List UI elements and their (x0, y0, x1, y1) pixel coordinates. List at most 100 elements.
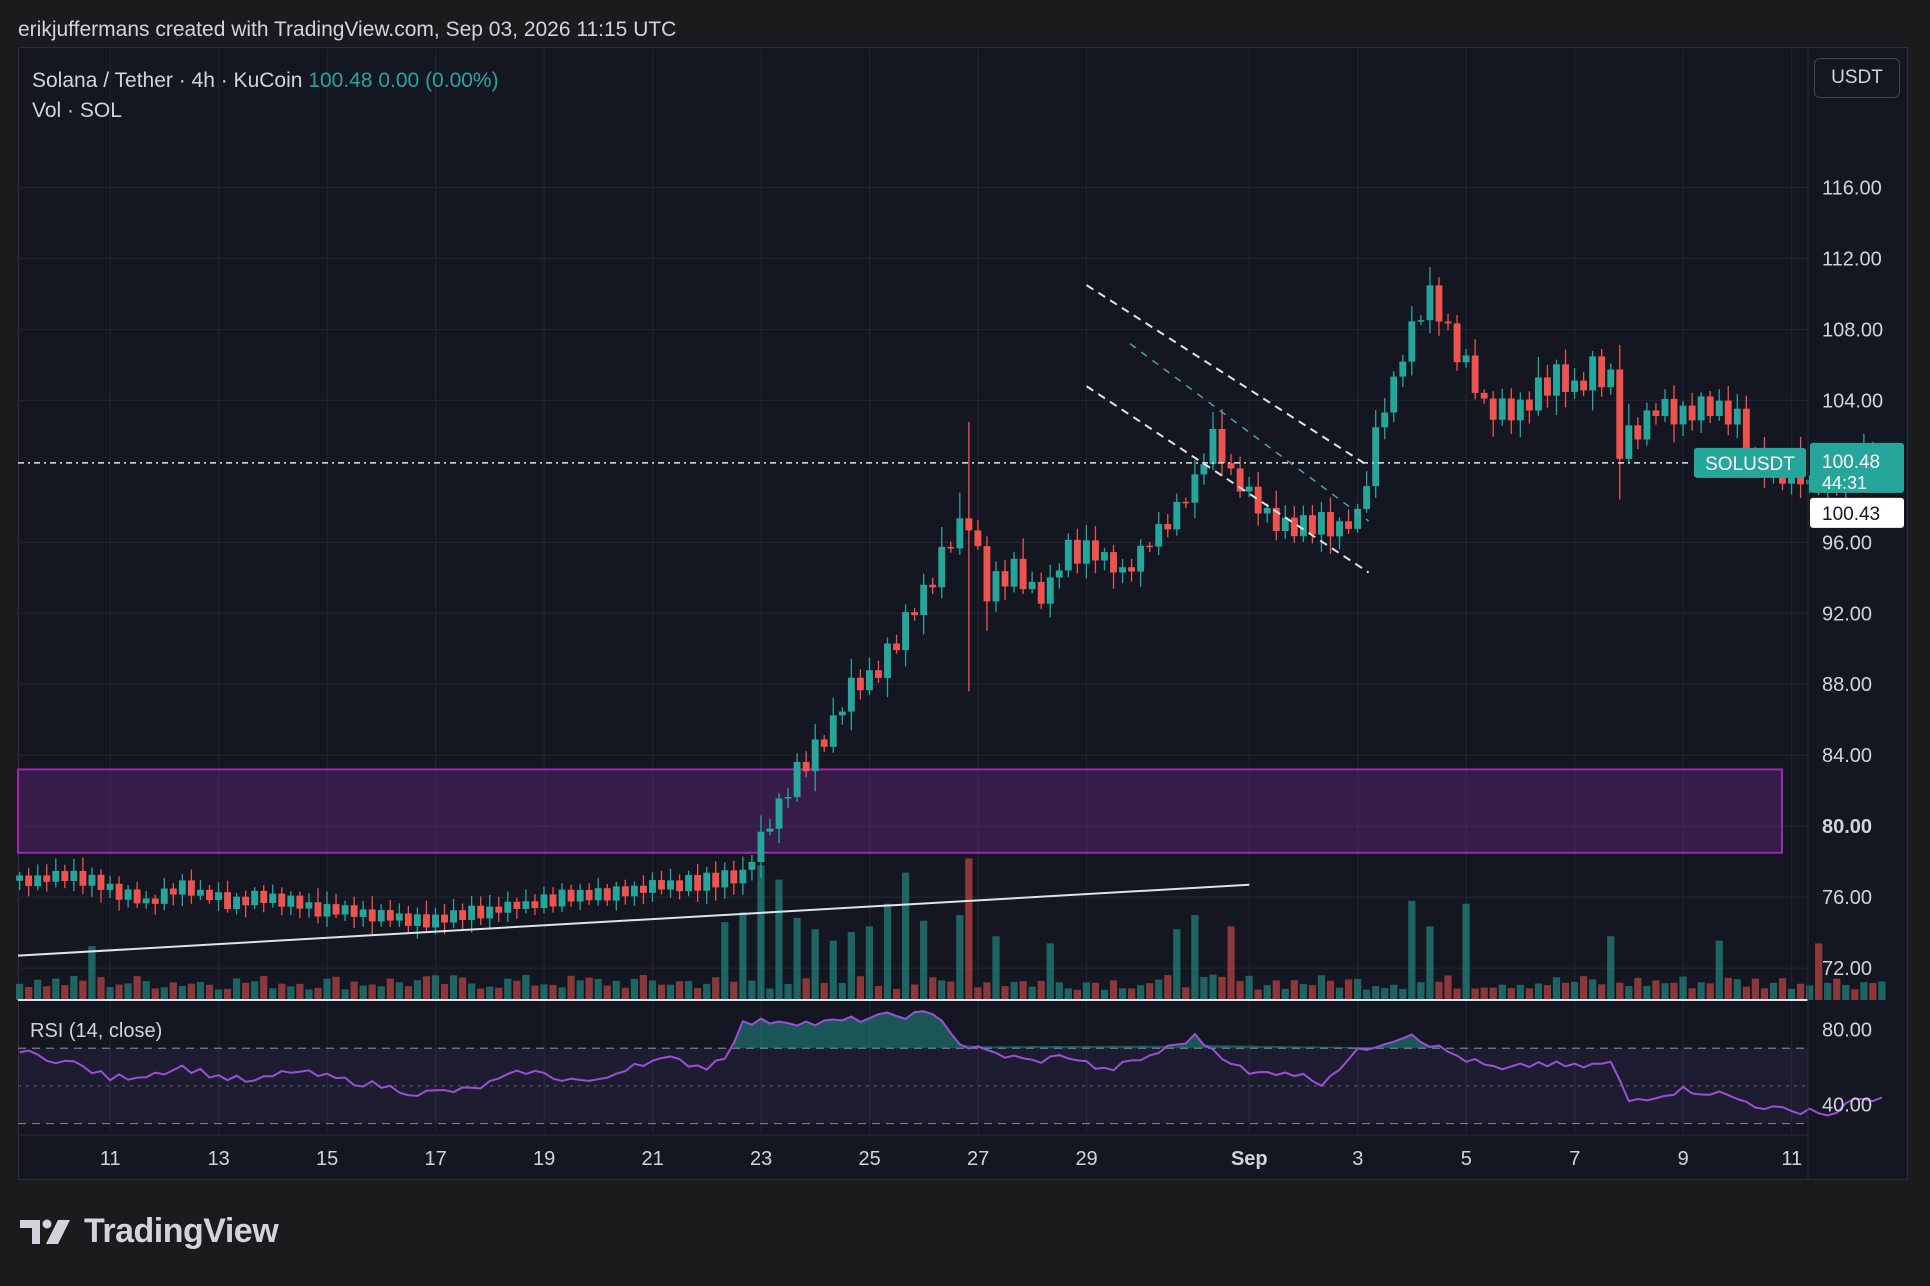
volume-bar (1778, 978, 1787, 1000)
volume-bar (269, 988, 277, 1000)
volume-bar (25, 986, 33, 1000)
candle-body (1019, 558, 1027, 590)
candle-body (106, 883, 114, 890)
volume-bar (1589, 979, 1597, 1000)
candle-body (124, 889, 132, 900)
volume-bar (1453, 988, 1461, 1000)
candle-body (1426, 285, 1434, 321)
candle-body (1209, 428, 1217, 465)
candle-body (1290, 517, 1298, 537)
candle-body (350, 905, 358, 917)
volume-bar (1073, 989, 1081, 1000)
volume-bar (594, 978, 602, 1000)
candle-body (1001, 571, 1009, 587)
time-tick-label: 13 (208, 1148, 230, 1170)
candle-body (1182, 501, 1190, 504)
volume-bar (1245, 975, 1253, 1000)
volume-bar (205, 984, 214, 1000)
volume-bar (1209, 974, 1217, 1000)
volume-bar (431, 975, 440, 1000)
candle-body (1327, 512, 1334, 537)
volume-bar (70, 975, 78, 1000)
candle-body (332, 904, 340, 915)
candle-body (649, 880, 656, 893)
candle-body (1010, 558, 1018, 587)
candle-body (1218, 428, 1226, 464)
volume-bar (160, 987, 168, 1000)
candle-body (630, 885, 638, 897)
volume-bar (1308, 985, 1317, 1000)
support-zone-rect (17, 768, 1783, 854)
volume-bar (1290, 980, 1298, 1000)
volume-bar (422, 976, 431, 1000)
volume-bar (1661, 983, 1669, 1000)
tradingview-logo[interactable]: TradingView (20, 1212, 279, 1251)
volume-bar (1851, 989, 1859, 1000)
volume-bar (929, 977, 937, 1000)
volume-bar (892, 989, 901, 1000)
time-tick-label: 9 (1678, 1148, 1689, 1170)
candle-body (676, 880, 684, 892)
currency-unit-button[interactable]: USDT (1814, 58, 1900, 98)
candle-body (1073, 539, 1081, 564)
volume-bar (775, 879, 783, 1000)
candle-body (567, 889, 575, 902)
volume-bar (612, 980, 620, 1000)
candle-body (341, 905, 349, 915)
candle-body (1236, 468, 1244, 492)
volume-bar (1399, 988, 1407, 1000)
volume-bar (1100, 989, 1109, 1000)
symbol-label[interactable]: Solana / Tether · 4h · KuCoin (32, 69, 303, 92)
volume-bar (468, 983, 476, 1000)
candle-body (296, 895, 304, 909)
volume-bar (350, 981, 358, 1000)
volume-bar (847, 932, 855, 1000)
rsi-tick-label: 80.00 (1822, 1019, 1872, 1041)
candle-body (911, 612, 919, 616)
candle-body (1318, 512, 1325, 535)
symbol-tag: SOLUSDT (1705, 454, 1795, 475)
candle-body (1082, 540, 1090, 564)
volume-bar (1236, 981, 1244, 1000)
ref-tag-bg (1810, 497, 1904, 528)
volume-bar (1272, 980, 1280, 1000)
volume-bar (992, 936, 1000, 1000)
price-tick-label: 72.00 (1822, 958, 1872, 980)
volume-bar (1010, 981, 1018, 1000)
volume-bar (79, 980, 87, 1000)
volume-bar (1082, 982, 1091, 1000)
candle-body (784, 797, 792, 799)
volume-bar (1127, 988, 1136, 1000)
candle-body (1462, 355, 1470, 363)
volume-bar (1299, 984, 1307, 1000)
candle-body (847, 677, 855, 712)
volume-bar (1218, 976, 1226, 1000)
candle-body (133, 889, 141, 904)
support-trendline (17, 883, 1250, 957)
candle-body (639, 885, 647, 893)
volume-bar (585, 977, 593, 1000)
volume-bar (703, 983, 711, 1000)
time-tick-label: 23 (750, 1148, 772, 1170)
rsi-label[interactable]: RSI (14, close) (30, 1020, 163, 1042)
volume-bar (1028, 986, 1036, 1000)
price-tick-label: 108.00 (1822, 319, 1883, 341)
candle-body (459, 910, 467, 921)
candle-body (269, 893, 277, 904)
volume-bar (938, 980, 946, 1000)
candle-body (1227, 463, 1235, 469)
candle-body (359, 909, 367, 917)
volume-bar (341, 989, 349, 1000)
candle-body (1173, 501, 1181, 530)
volume-bar (784, 984, 792, 1000)
volume-bar (151, 988, 159, 1000)
candle-body (215, 892, 222, 901)
volume-bar (712, 977, 720, 1000)
candle-body (1155, 523, 1163, 547)
volume-bar (621, 987, 629, 1000)
candle-body (1092, 540, 1099, 561)
candle-body (1607, 369, 1615, 388)
volume-label[interactable]: Vol · SOL (32, 99, 122, 122)
candle-body (558, 889, 566, 907)
